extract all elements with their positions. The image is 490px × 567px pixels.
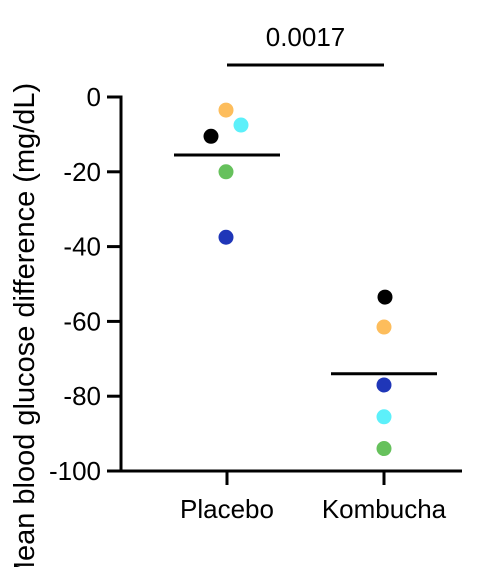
data-point [203,128,219,144]
data-point [218,102,234,118]
data-point [376,409,392,425]
data-point [218,229,234,245]
x-axis: Placebo Kombucha [119,469,462,524]
data-point [233,117,249,133]
y-axis: 0 -20 -40 -60 -80 -100 [49,82,123,486]
y-tick-label: -40 [63,232,101,262]
x-ticks: Placebo Kombucha [180,471,447,524]
y-tick-label: -20 [63,157,101,187]
y-tick-label: -60 [63,306,101,336]
data-point [377,289,393,305]
y-tick-label: -100 [49,456,101,486]
y-tick-label: 0 [87,82,101,112]
data-point [376,319,392,335]
x-tick-label: Kombucha [322,494,447,524]
data-point [218,164,234,180]
p-value-label: 0.0017 [266,22,346,52]
mean-lines [174,153,437,376]
data-points [203,102,393,457]
y-axis-title: Mean blood glucose difference (mg/dL) [9,83,41,567]
significance-annotation: 0.0017 [227,22,384,67]
y-tick-label: -80 [63,381,101,411]
data-point [376,377,392,393]
data-point [376,441,392,457]
x-tick-label: Placebo [180,494,274,524]
y-ticks: 0 -20 -40 -60 -80 -100 [49,82,121,486]
